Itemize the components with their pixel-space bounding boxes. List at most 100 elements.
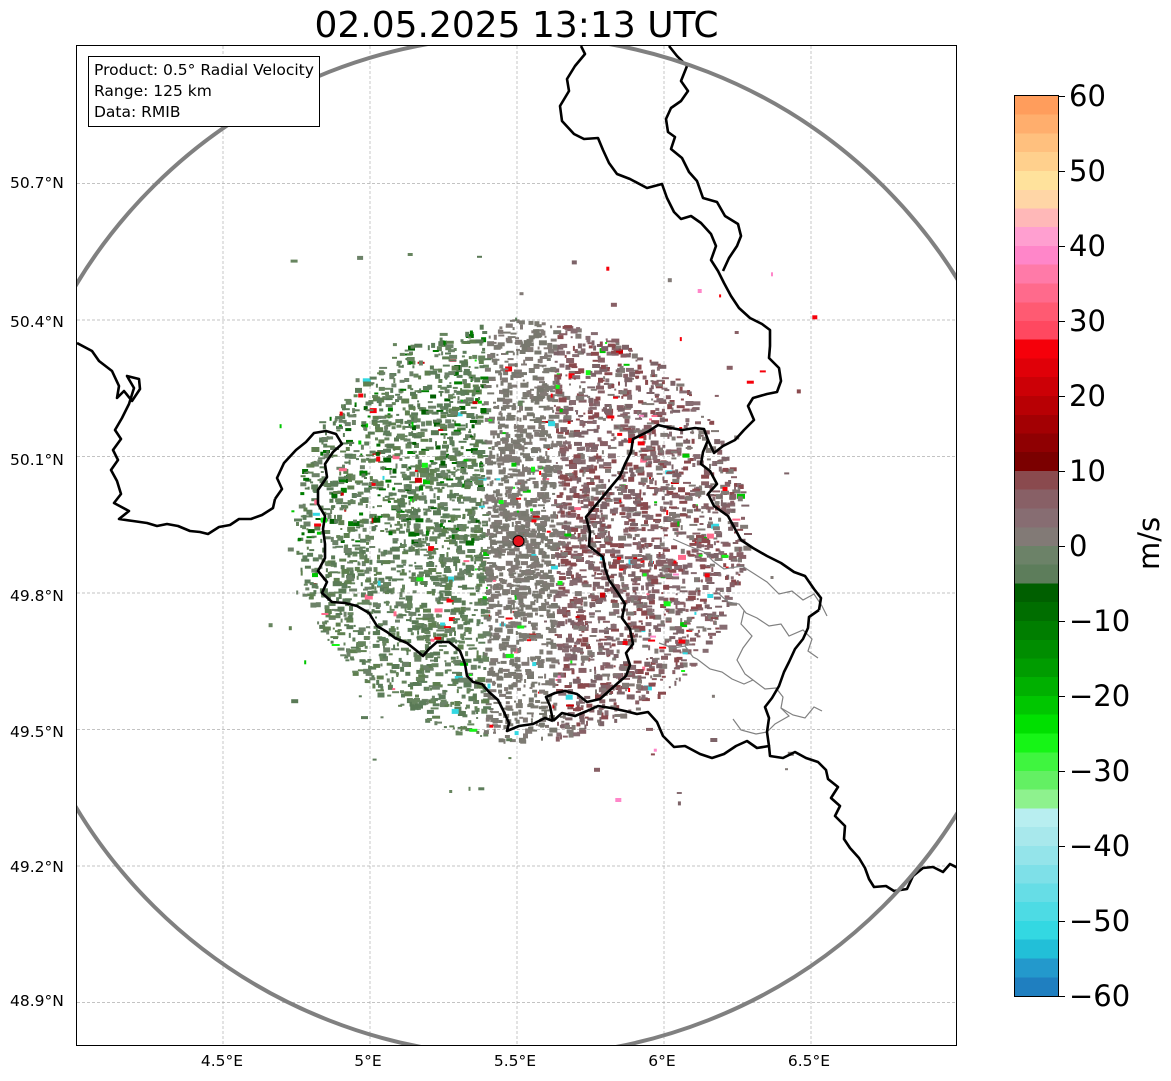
velocity-echo-cell [567,567,572,572]
velocity-echo-cell [609,492,613,496]
velocity-echo-cell [499,410,502,413]
velocity-echo-cell [452,671,460,674]
velocity-echo-cell [703,470,710,476]
velocity-echo-cell [378,548,381,553]
velocity-echo-cell [735,571,739,575]
velocity-echo-cell [559,444,567,448]
velocity-echo-cell [625,689,628,692]
velocity-echo-cell [686,509,693,514]
velocity-echo-cell [526,540,529,546]
velocity-echo-cell [440,584,446,587]
velocity-echo-cell [483,667,487,670]
velocity-echo-cell [519,611,526,617]
velocity-echo-cell [487,639,492,644]
velocity-echo-cell [638,481,644,485]
velocity-echo-cell [638,541,641,547]
velocity-echo-cell [522,343,531,348]
velocity-echo-cell [338,468,347,472]
velocity-echo-cell [625,563,631,569]
velocity-echo-cell [678,487,685,493]
velocity-echo-cell [428,546,435,552]
velocity-echo-cell [324,609,332,614]
velocity-echo-cell [697,591,701,596]
velocity-echo-cell [696,598,699,601]
velocity-echo-cell [712,526,720,531]
velocity-echo-cell [651,658,658,664]
velocity-echo-cell [446,638,454,644]
velocity-echo-cell [492,672,500,677]
velocity-echo-cell [395,399,400,402]
velocity-echo-cell [337,571,341,574]
velocity-echo-cell [594,521,603,524]
velocity-echo-cell [306,463,315,468]
velocity-echo-cell [357,573,365,577]
velocity-echo-cell [588,652,595,657]
velocity-echo-cell [704,604,710,609]
velocity-echo-cell [406,511,414,514]
velocity-echo-cell [651,415,660,417]
velocity-echo-cell [432,703,440,707]
velocity-echo-cell [565,464,572,467]
velocity-echo-cell [553,596,556,602]
velocity-echo-cell [569,682,572,688]
velocity-echo-cell [417,613,421,616]
velocity-echo-cell [486,714,494,720]
velocity-echo-cell [440,424,448,428]
velocity-echo-cell [622,485,628,489]
velocity-echo-cell [458,494,463,498]
velocity-echo-cell [649,559,653,565]
velocity-echo-cell [571,574,574,579]
velocity-echo-cell [682,652,688,655]
velocity-echo-cell [510,649,513,655]
velocity-echo-cell [606,653,609,658]
velocity-echo-cell [579,729,587,734]
velocity-echo-cell [512,327,515,331]
velocity-echo-cell [414,495,421,500]
velocity-echo-cell [423,479,430,485]
velocity-echo-cell [365,567,372,572]
velocity-echo-cell [641,685,648,691]
velocity-echo-cell [630,595,639,601]
velocity-echo-cell [588,345,593,349]
velocity-echo-cell [311,484,319,490]
velocity-echo-cell [457,585,463,588]
velocity-echo-cell [501,621,504,627]
velocity-echo-cell [485,703,492,706]
velocity-echo-cell [665,573,673,579]
velocity-echo-cell [689,535,695,541]
velocity-echo-cell [632,590,636,593]
velocity-echo-cell [615,373,623,378]
velocity-echo-cell [672,528,679,532]
velocity-echo-cell [434,657,438,663]
velocity-echo-cell [331,492,338,498]
velocity-echo-cell [429,570,433,575]
velocity-echo-cell [540,701,549,704]
velocity-echo-cell [504,479,510,484]
velocity-echo-cell [463,438,469,441]
velocity-echo-cell [483,551,490,556]
velocity-echo-cell [570,512,577,517]
velocity-echo-cell [620,576,625,582]
radar-map[interactable] [76,45,957,1046]
velocity-echo-cell [359,455,364,457]
velocity-echo-cell [617,407,625,412]
velocity-echo-cell [473,554,481,557]
velocity-echo-cell [374,392,379,395]
velocity-echo-cell [354,405,357,407]
velocity-echo-cell [378,488,386,491]
velocity-echo-cell [704,485,713,488]
velocity-echo-cell [656,561,664,567]
velocity-echo-cell [414,477,422,483]
velocity-echo-cell [536,633,541,638]
velocity-echo-cell [543,444,551,449]
velocity-echo-cell [397,521,401,525]
velocity-echo-cell [438,557,443,560]
velocity-echo-cell [667,608,675,614]
velocity-echo-cell [490,593,499,599]
velocity-echo-cell [486,493,489,499]
velocity-echo-cell [498,712,502,716]
velocity-echo-cell [414,565,423,568]
velocity-echo-cell [511,683,517,688]
velocity-echo-cell [603,599,607,602]
velocity-echo-cell [458,529,465,532]
